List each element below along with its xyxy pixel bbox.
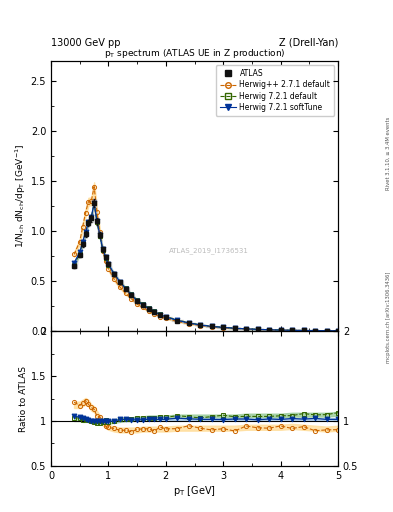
Y-axis label: Ratio to ATLAS: Ratio to ATLAS bbox=[19, 366, 28, 432]
Text: Z (Drell-Yan): Z (Drell-Yan) bbox=[279, 37, 338, 48]
Title: p$_{\mathsf{T}}$ spectrum (ATLAS UE in Z production): p$_{\mathsf{T}}$ spectrum (ATLAS UE in Z… bbox=[104, 47, 285, 60]
Y-axis label: 1/N$_{\mathsf{ch}}$ dN$_{\mathsf{ch}}$/dp$_{\mathsf{T}}$ [GeV$^{-1}$]: 1/N$_{\mathsf{ch}}$ dN$_{\mathsf{ch}}$/d… bbox=[13, 144, 28, 248]
X-axis label: p$_{\mathsf{T}}$ [GeV]: p$_{\mathsf{T}}$ [GeV] bbox=[173, 483, 216, 498]
Text: Rivet 3.1.10, ≥ 3.4M events: Rivet 3.1.10, ≥ 3.4M events bbox=[386, 117, 391, 190]
Text: ATLAS_2019_I1736531: ATLAS_2019_I1736531 bbox=[169, 247, 249, 253]
Text: 13000 GeV pp: 13000 GeV pp bbox=[51, 37, 121, 48]
Legend: ATLAS, Herwig++ 2.7.1 default, Herwig 7.2.1 default, Herwig 7.2.1 softTune: ATLAS, Herwig++ 2.7.1 default, Herwig 7.… bbox=[216, 65, 334, 116]
Text: mcplots.cern.ch [arXiv:1306.3436]: mcplots.cern.ch [arXiv:1306.3436] bbox=[386, 272, 391, 363]
